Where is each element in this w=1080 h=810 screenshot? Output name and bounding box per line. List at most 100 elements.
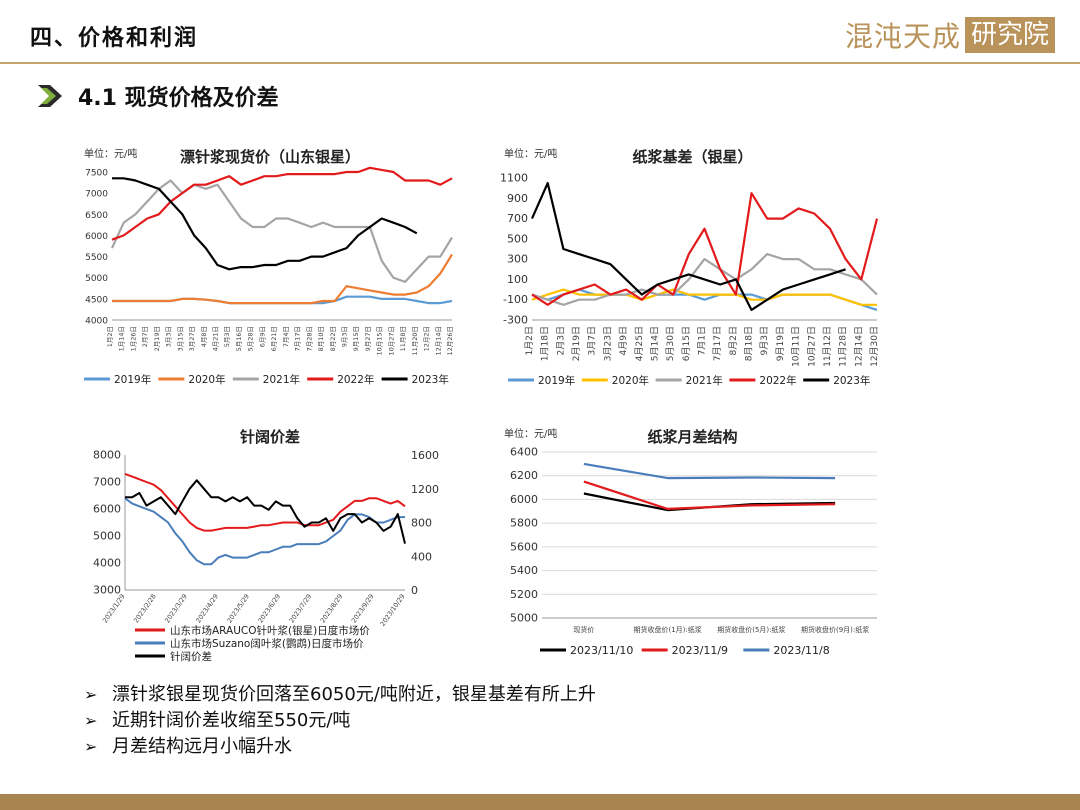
x-tick-label: 2月3日: [555, 326, 566, 355]
y-tick-label: 1100: [500, 172, 528, 185]
series-line: [111, 166, 453, 241]
chevron-right-icon: [38, 85, 62, 107]
footer-bar: [0, 794, 1080, 810]
x-tick-label: 3月27日: [188, 326, 196, 351]
chart-svg: 漂针浆现货价（山东银星） 单位：元/吨 4000 4500 5000 5500 6000 65…: [84, 147, 454, 386]
x-tick-label: 2023/9/29: [350, 593, 376, 625]
series-line: [530, 182, 846, 311]
x-tick-label: 12月26日: [446, 326, 454, 356]
series-line: [583, 480, 836, 510]
y-tick-label: 6000: [510, 493, 538, 506]
x-tick-label: 11月12日: [822, 326, 833, 367]
y-tick-label: 3000: [93, 584, 121, 597]
x-tick-label: 2023/2/28: [132, 593, 158, 625]
x-tick-label: 2月7日: [141, 326, 149, 347]
y-tick-label: 7000: [93, 476, 121, 489]
y-tick-label: 6400: [510, 446, 538, 459]
y2-tick-label: 400: [411, 550, 432, 563]
x-tick-label: 3月23日: [602, 326, 613, 361]
x-tick-label: 5月28日: [247, 326, 255, 351]
x-tick-label: 期货收盘价(5月):纸浆: [717, 625, 785, 634]
x-tick-label: 8月10日: [317, 326, 325, 351]
brand-institute: 研究院: [965, 17, 1056, 53]
bullet-list: ➢ 漂针浆银星现货价回落至6050元/吨附近，银星基差有所上升 ➢ 近期针阔价差收缩…: [84, 682, 596, 760]
series-line: [531, 192, 879, 306]
x-tick-label: 12月2日: [423, 326, 431, 351]
x-tick-label: 期货收盘价(1月):纸浆: [633, 625, 701, 634]
x-tick-label: 12月14日: [434, 326, 442, 356]
chart-title: 纸浆月差结构: [647, 428, 737, 446]
x-tick-label: 3月15日: [176, 326, 184, 351]
legend-label: 2020年: [612, 374, 649, 387]
x-tick-label: 10月11日: [791, 326, 802, 367]
x-tick-label: 9月27日: [364, 326, 372, 351]
chart-svg: 针阔价差 3000 4000 5000 6000 7000 8000 0 400 800 1200 1…: [93, 428, 439, 663]
x-tick-label: 7月17日: [294, 326, 302, 351]
x-tick-label: 7月28日: [305, 326, 313, 351]
bullet-text: 月差结构远月小幅升水: [112, 736, 292, 757]
series-line: [531, 288, 877, 306]
y2-tick-label: 0: [411, 584, 418, 597]
x-tick-label: 5月3日: [223, 326, 231, 347]
x-tick-label: 2023/6/29: [257, 593, 283, 625]
x-tick-label: 6月21日: [270, 326, 278, 351]
bullet-arrow-icon: ➢: [84, 711, 98, 730]
x-tick-label: 4月8日: [200, 326, 208, 347]
y-tick-label: 6000: [93, 503, 121, 516]
series-line: [124, 472, 406, 532]
y-tick-label: 4500: [85, 295, 108, 305]
y-tick-label: 700: [507, 212, 528, 225]
x-tick-label: 1月2日: [106, 326, 114, 347]
y2-tick-label: 800: [411, 517, 432, 530]
x-tick-label: 1月18日: [540, 326, 551, 361]
series-line: [111, 179, 453, 283]
x-tick-label: 2023/5/29: [225, 593, 251, 625]
top-bar: 四、价格和利润 混沌天成 研究院: [0, 0, 1080, 62]
chart-needle-pulp-spot-price: 漂针浆现货价（山东银星） 单位：元/吨 4000 4500 5000 5500 6000 65…: [80, 140, 460, 390]
legend-label: 2021年: [263, 373, 300, 386]
bullet-text: 漂针浆银星现货价回落至6050元/吨附近，银星基差有所上升: [112, 684, 596, 705]
y2-tick-label: 1200: [411, 483, 439, 496]
unit-label: 单位：元/吨: [504, 147, 557, 160]
chart-svg: 纸浆基差（银星） 单位：元/吨 -300 -100 100 300 500 700 900 110…: [500, 147, 880, 387]
bullet-item: ➢ 漂针浆银星现货价回落至6050元/吨附近，银星基差有所上升: [84, 682, 596, 708]
bullet-text: 近期针阔价差收缩至550元/吨: [112, 710, 351, 731]
brand-name: 混沌天成: [845, 20, 962, 53]
x-tick-label: 3月7日: [587, 326, 598, 355]
legend-label: 2023/11/9: [672, 644, 728, 657]
chart-title: 漂针浆现货价（山东银星）: [180, 148, 360, 166]
x-tick-label: 10月27日: [806, 326, 817, 367]
x-tick-label: 8月18日: [744, 326, 755, 361]
unit-label: 单位：元/吨: [84, 147, 137, 160]
y-tick-label: 5000: [93, 530, 121, 543]
x-tick-label: 9月3日: [340, 326, 348, 347]
x-tick-label: 5月14日: [649, 326, 660, 361]
y-tick-label: 7500: [85, 169, 108, 179]
x-tick-label: 现货价: [573, 625, 594, 634]
y-tick-label: 5500: [85, 253, 108, 263]
legend-label: 针阔价差: [170, 650, 212, 663]
x-tick-label: 7月17日: [712, 326, 723, 361]
y-tick-label: 6200: [510, 469, 538, 482]
y-tick-label: -100: [503, 293, 528, 306]
x-tick-label: 3月3日: [165, 326, 173, 347]
legend-label: 山东市场Suzano阔叶浆(鹦鹉)日度市场价: [170, 637, 364, 650]
x-tick-label: 5月16日: [235, 326, 243, 351]
series-line: [583, 462, 836, 480]
legend-label: 2023/11/10: [570, 644, 633, 657]
y2-tick-label: 1600: [411, 449, 439, 462]
bullet-item: ➢ 月差结构远月小幅升水: [84, 734, 596, 760]
y-tick-label: 4000: [85, 317, 108, 327]
x-tick-label: 11月20日: [411, 326, 419, 356]
series-line: [112, 177, 418, 271]
x-tick-label: 1月14日: [118, 326, 126, 351]
subsection-heading: 4.1 现货价格及价差: [36, 80, 279, 112]
series-line: [112, 253, 453, 305]
x-tick-label: 8月2日: [728, 326, 739, 355]
chart-pulp-monthly-spread: 纸浆月差结构 单位：元/吨 5000 5200 5400 5600 5800 6000 6200…: [500, 420, 885, 665]
x-tick-label: 2月19日: [153, 326, 161, 351]
legend-label: 2023年: [412, 373, 449, 386]
y-tick-label: 5000: [510, 612, 538, 625]
chart-needle-hardwood-spread: 针阔价差 3000 4000 5000 6000 7000 8000 0 400 800 1200 1…: [85, 420, 455, 670]
bullet-arrow-icon: ➢: [84, 737, 98, 756]
